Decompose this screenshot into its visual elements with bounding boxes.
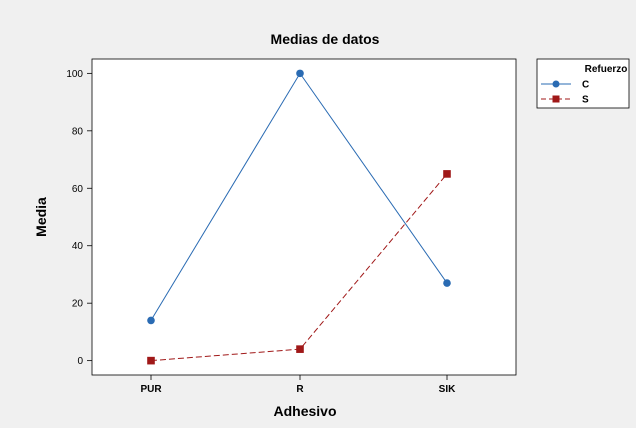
y-tick-label: 40 bbox=[72, 241, 84, 252]
x-axis-label: Adhesivo bbox=[273, 403, 336, 419]
data-point-s bbox=[147, 356, 155, 365]
series-layer bbox=[147, 69, 451, 365]
plot-area bbox=[91, 58, 517, 376]
y-axis: 0 20 40 60 80 100 bbox=[66, 69, 92, 367]
x-tick-label: SIK bbox=[439, 384, 456, 395]
legend-label-c: C bbox=[582, 80, 589, 91]
legend-title: Refuerzo bbox=[585, 64, 628, 75]
y-tick-label: 100 bbox=[66, 69, 83, 80]
legend-entries: CS bbox=[541, 80, 589, 106]
y-tick-label: 60 bbox=[72, 184, 84, 195]
data-point-c bbox=[443, 279, 451, 287]
y-tick-label: 20 bbox=[72, 299, 84, 310]
data-point-s bbox=[296, 345, 304, 353]
legend: Refuerzo CS bbox=[536, 58, 630, 109]
data-point-c bbox=[296, 69, 304, 78]
y-tick-label: 80 bbox=[72, 126, 84, 137]
x-axis: PUR R SIK bbox=[140, 375, 456, 395]
chart-title: Medias de datos bbox=[271, 31, 380, 47]
legend-marker-c bbox=[552, 80, 560, 88]
x-tick-label: R bbox=[296, 384, 304, 395]
legend-marker-s bbox=[552, 95, 560, 103]
y-axis-label: Media bbox=[33, 197, 49, 237]
x-tick-label: PUR bbox=[140, 384, 162, 395]
data-point-s bbox=[443, 170, 451, 178]
legend-label-s: S bbox=[582, 95, 589, 106]
y-tick-label: 0 bbox=[77, 356, 83, 367]
data-point-c bbox=[147, 316, 155, 325]
